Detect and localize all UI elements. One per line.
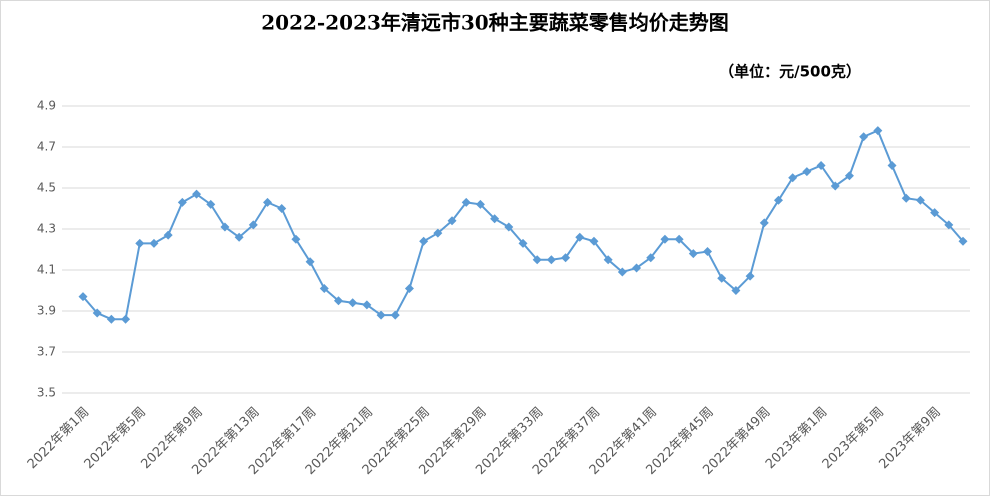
marker bbox=[617, 267, 627, 277]
marker bbox=[461, 197, 471, 207]
chart-subtitle: （单位：元/500克） bbox=[719, 63, 861, 81]
marker bbox=[873, 126, 883, 136]
marker bbox=[944, 220, 954, 230]
marker bbox=[887, 160, 897, 170]
marker bbox=[177, 197, 187, 207]
marker bbox=[674, 234, 684, 244]
y-tick-label: 3.5 bbox=[37, 386, 56, 400]
marker bbox=[632, 263, 642, 273]
marker bbox=[773, 195, 783, 205]
marker bbox=[291, 234, 301, 244]
marker bbox=[859, 132, 869, 142]
marker bbox=[192, 189, 202, 199]
marker bbox=[518, 238, 528, 248]
marker bbox=[816, 160, 826, 170]
marker bbox=[475, 199, 485, 209]
marker bbox=[930, 208, 940, 218]
y-tick-label: 3.7 bbox=[37, 345, 56, 359]
marker bbox=[915, 195, 925, 205]
marker bbox=[78, 292, 88, 302]
marker bbox=[135, 238, 145, 248]
y-tick-label: 4.1 bbox=[37, 263, 56, 277]
marker bbox=[333, 296, 343, 306]
marker bbox=[660, 234, 670, 244]
marker bbox=[703, 247, 713, 257]
marker bbox=[717, 273, 727, 283]
marker bbox=[106, 314, 116, 324]
y-tick-label: 3.9 bbox=[37, 304, 56, 318]
marker bbox=[163, 230, 173, 240]
marker bbox=[390, 310, 400, 320]
marker bbox=[561, 253, 571, 263]
y-tick-label: 4.7 bbox=[37, 140, 56, 154]
marker bbox=[788, 173, 798, 183]
marker bbox=[92, 308, 102, 318]
y-tick-label: 4.3 bbox=[37, 222, 56, 236]
y-tick-label: 4.9 bbox=[37, 99, 56, 113]
marker bbox=[688, 249, 698, 259]
marker bbox=[731, 286, 741, 295]
marker bbox=[277, 204, 287, 213]
marker bbox=[433, 228, 443, 238]
marker bbox=[504, 222, 514, 232]
marker bbox=[206, 199, 216, 209]
y-tick-label: 4.5 bbox=[37, 181, 56, 195]
marker bbox=[589, 236, 599, 246]
marker bbox=[362, 300, 372, 310]
marker bbox=[376, 310, 386, 320]
marker bbox=[844, 171, 854, 181]
marker bbox=[575, 232, 585, 242]
chart-title: 2022-2023年清远市30种主要蔬菜零售均价走势图 bbox=[261, 11, 728, 35]
marker bbox=[532, 255, 542, 265]
marker bbox=[248, 220, 258, 230]
marker bbox=[121, 314, 131, 324]
marker bbox=[404, 283, 414, 293]
marker bbox=[263, 197, 273, 207]
marker bbox=[759, 218, 769, 228]
marker bbox=[319, 283, 329, 293]
marker bbox=[348, 298, 358, 308]
marker bbox=[447, 216, 457, 226]
marker bbox=[234, 232, 244, 242]
marker bbox=[419, 236, 429, 246]
marker bbox=[603, 255, 613, 265]
marker bbox=[830, 181, 840, 191]
marker bbox=[958, 236, 968, 246]
marker bbox=[305, 257, 315, 267]
marker bbox=[802, 167, 812, 177]
marker bbox=[546, 255, 556, 265]
marker bbox=[745, 271, 755, 281]
marker bbox=[220, 222, 230, 232]
marker bbox=[490, 214, 500, 224]
marker bbox=[149, 238, 159, 248]
marker bbox=[646, 253, 656, 263]
marker bbox=[901, 193, 911, 203]
